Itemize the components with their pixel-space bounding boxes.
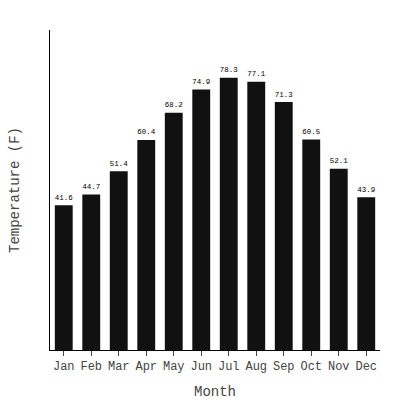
svg-text:Jan: Jan <box>53 360 75 374</box>
svg-text:Dec: Dec <box>355 360 377 374</box>
svg-text:51.4: 51.4 <box>110 160 128 168</box>
svg-text:78.3: 78.3 <box>220 66 238 74</box>
svg-text:May: May <box>163 360 185 374</box>
svg-text:Nov: Nov <box>328 360 350 374</box>
svg-text:Jul: Jul <box>218 360 240 374</box>
svg-text:Apr: Apr <box>135 360 157 374</box>
svg-text:60.4: 60.4 <box>137 128 155 136</box>
svg-text:74.9: 74.9 <box>192 78 210 86</box>
svg-text:Sep: Sep <box>273 360 295 374</box>
svg-text:Jun: Jun <box>190 360 212 374</box>
svg-text:41.6: 41.6 <box>55 194 73 202</box>
svg-text:Oct: Oct <box>300 360 322 374</box>
svg-text:68.2: 68.2 <box>165 101 183 109</box>
svg-text:60.5: 60.5 <box>302 128 320 136</box>
svg-text:Temperature (F): Temperature (F) <box>7 127 23 253</box>
svg-text:77.1: 77.1 <box>247 70 265 78</box>
svg-text:Aug: Aug <box>245 360 267 374</box>
svg-text:43.9: 43.9 <box>357 186 375 194</box>
svg-text:71.3: 71.3 <box>275 91 293 99</box>
svg-text:44.7: 44.7 <box>82 183 100 191</box>
svg-text:52.1: 52.1 <box>330 157 348 165</box>
svg-text:Month: Month <box>194 384 236 400</box>
svg-text:Mar: Mar <box>108 360 130 374</box>
svg-text:Feb: Feb <box>80 360 102 374</box>
